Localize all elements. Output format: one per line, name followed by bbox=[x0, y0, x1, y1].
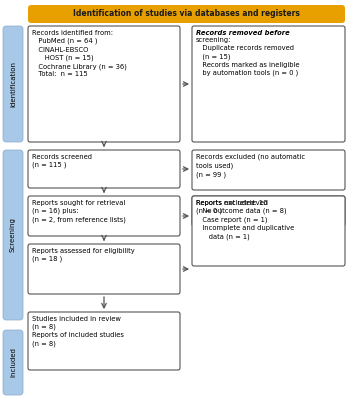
Text: Records screened
(n = 115 ): Records screened (n = 115 ) bbox=[32, 154, 92, 168]
FancyBboxPatch shape bbox=[192, 196, 345, 266]
Text: Reports excluded: 10
   No outcome data (n = 8)
   Case report (n = 1)
   Incomp: Reports excluded: 10 No outcome data (n … bbox=[196, 200, 294, 240]
Text: Included: Included bbox=[10, 347, 16, 377]
FancyBboxPatch shape bbox=[28, 196, 180, 236]
FancyBboxPatch shape bbox=[28, 244, 180, 294]
Text: Reports assessed for eligibility
(n = 18 ): Reports assessed for eligibility (n = 18… bbox=[32, 248, 135, 262]
Text: Identification of studies via databases and registers: Identification of studies via databases … bbox=[72, 10, 300, 18]
Text: Reports not retrieved
(n = 0 ): Reports not retrieved (n = 0 ) bbox=[196, 200, 268, 214]
Text: Records identified from:
   PubMed (n = 64 )
   CINAHL-EBSCO
      HOST (n = 15): Records identified from: PubMed (n = 64 … bbox=[32, 30, 127, 78]
FancyBboxPatch shape bbox=[28, 150, 180, 188]
FancyBboxPatch shape bbox=[192, 196, 345, 226]
FancyBboxPatch shape bbox=[3, 330, 23, 395]
FancyBboxPatch shape bbox=[192, 150, 345, 190]
Text: Records excluded (no automatic
tools used)
(n = 99 ): Records excluded (no automatic tools use… bbox=[196, 154, 305, 178]
Text: Reports sought for retrieval
(n = 16) plus:
(n = 2, from reference lists): Reports sought for retrieval (n = 16) pl… bbox=[32, 200, 126, 223]
FancyBboxPatch shape bbox=[28, 5, 345, 23]
Text: Screening: Screening bbox=[10, 218, 16, 252]
FancyBboxPatch shape bbox=[192, 26, 345, 142]
FancyBboxPatch shape bbox=[28, 26, 180, 142]
Text: screening:
   Duplicate records removed
   (n = 15)
   Records marked as ineligi: screening: Duplicate records removed (n … bbox=[196, 37, 300, 76]
Text: Identification: Identification bbox=[10, 61, 16, 107]
FancyBboxPatch shape bbox=[3, 150, 23, 320]
FancyBboxPatch shape bbox=[3, 26, 23, 142]
FancyBboxPatch shape bbox=[28, 312, 180, 370]
Text: Studies included in review
(n = 8)
Reports of included studies
(n = 8): Studies included in review (n = 8) Repor… bbox=[32, 316, 124, 347]
Text: Records removed before: Records removed before bbox=[196, 30, 290, 36]
